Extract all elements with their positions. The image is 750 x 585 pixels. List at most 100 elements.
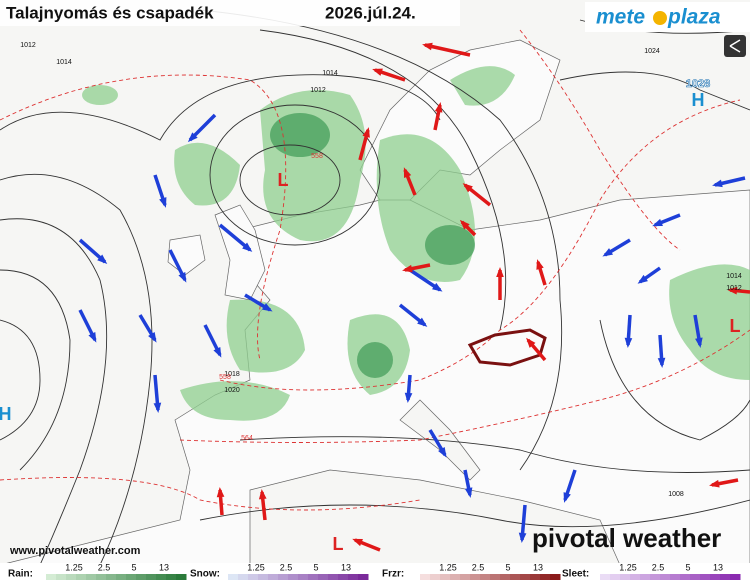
date: 2026.júl.24. bbox=[325, 3, 416, 22]
legend-swatch bbox=[348, 574, 359, 580]
legend-swatch bbox=[46, 574, 57, 580]
legend-tick: 2.5 bbox=[98, 562, 111, 572]
rain-area bbox=[174, 142, 240, 206]
share-icon bbox=[729, 39, 741, 53]
wind-arrow-head bbox=[695, 337, 703, 348]
wind-arrow-head bbox=[352, 538, 363, 547]
wind-arrow-head bbox=[417, 317, 428, 327]
thickness-label: 564 bbox=[241, 435, 253, 442]
legend-label: Snow: bbox=[190, 569, 220, 580]
legend-label: Rain: bbox=[8, 569, 33, 580]
legend-tick: 5 bbox=[685, 562, 690, 572]
isobar-label: 1014 bbox=[322, 70, 338, 77]
low-symbol: L bbox=[278, 170, 289, 190]
legend-swatch bbox=[126, 574, 137, 580]
legend-swatch bbox=[500, 574, 511, 580]
legend-tick: 2.5 bbox=[472, 562, 485, 572]
legend-swatch bbox=[278, 574, 289, 580]
legend-swatch bbox=[76, 574, 87, 580]
legend-swatch bbox=[670, 574, 681, 580]
rain-core bbox=[270, 113, 330, 157]
rain-area bbox=[82, 85, 118, 105]
legend-swatch bbox=[86, 574, 97, 580]
isobar bbox=[239, 436, 750, 473]
legend-swatch bbox=[430, 574, 441, 580]
wind-arrow-head bbox=[88, 332, 97, 343]
legend-swatch bbox=[176, 574, 187, 580]
rain-area bbox=[450, 66, 515, 106]
wind-arrow-shaft bbox=[424, 43, 471, 57]
legend-label: Frzr: bbox=[382, 569, 404, 580]
legend-swatch bbox=[730, 574, 741, 580]
legend-tick: 5 bbox=[131, 562, 136, 572]
wind-arrow-head bbox=[434, 102, 443, 113]
isobar bbox=[209, 104, 381, 246]
legend-swatch bbox=[600, 574, 611, 580]
legend-swatch bbox=[460, 574, 471, 580]
wind-arrow-head bbox=[178, 272, 187, 283]
isobar bbox=[0, 319, 41, 441]
isobar bbox=[239, 144, 341, 216]
isobar-label: 1014 bbox=[56, 59, 72, 66]
legend-swatch bbox=[690, 574, 701, 580]
wind-arrow-head bbox=[459, 219, 470, 230]
legend-swatch bbox=[146, 574, 157, 580]
legend-swatch bbox=[630, 574, 641, 580]
isobar bbox=[199, 9, 563, 471]
legend-swatch bbox=[66, 574, 77, 580]
legend-swatch bbox=[298, 574, 309, 580]
legend-swatch bbox=[318, 574, 329, 580]
britain bbox=[214, 204, 266, 301]
legend-swatch bbox=[440, 574, 451, 580]
thickness-line bbox=[179, 329, 750, 443]
isobar bbox=[559, 71, 750, 111]
legend-swatch bbox=[328, 574, 339, 580]
rain-core bbox=[425, 225, 475, 265]
wind-arrow-head bbox=[372, 68, 383, 76]
legend-tick: 2.5 bbox=[280, 562, 293, 572]
rain-area bbox=[180, 381, 290, 421]
isobar-label: 1012 bbox=[20, 42, 36, 49]
wind-arrow-head bbox=[159, 197, 167, 208]
isobar-label: 1020 bbox=[224, 387, 240, 394]
wind-arrow-head bbox=[464, 487, 473, 498]
legend-swatch bbox=[136, 574, 147, 580]
share-button[interactable] bbox=[724, 35, 746, 57]
wind-arrow-head bbox=[262, 303, 273, 312]
legend: Rain: 1.25 2.5 5 13 Snow: 1.25 2.5 5 13 Frzr: 1.25 2… bbox=[8, 562, 741, 580]
legend-tick: 13 bbox=[713, 562, 723, 572]
wind-arrow-head bbox=[97, 254, 108, 264]
legend-swatch bbox=[308, 574, 319, 580]
isobar bbox=[259, 29, 507, 331]
legend-swatch bbox=[106, 574, 117, 580]
wind-arrow-head bbox=[216, 487, 225, 498]
legend-swatch bbox=[116, 574, 127, 580]
wind-arrow-head bbox=[187, 132, 198, 143]
wind-arrow-head bbox=[213, 347, 222, 358]
legend-swatch bbox=[470, 574, 481, 580]
wind-arrow-head bbox=[462, 183, 473, 193]
wind-arrow-head bbox=[153, 402, 162, 413]
legend-swatch bbox=[358, 574, 369, 580]
wind-arrow-head bbox=[727, 286, 738, 295]
legend-swatch bbox=[268, 574, 279, 580]
low-symbol: L bbox=[730, 316, 741, 336]
wind-arrow-head bbox=[362, 127, 370, 138]
legend-swatch bbox=[338, 574, 349, 580]
legend-swatch bbox=[96, 574, 107, 580]
legend-swatch bbox=[710, 574, 721, 580]
legend-swatch bbox=[238, 574, 249, 580]
legend-swatch bbox=[56, 574, 67, 580]
legend-swatch bbox=[660, 574, 671, 580]
logo-right: plaza bbox=[667, 6, 721, 29]
legend-swatch bbox=[530, 574, 541, 580]
logo-left: mete bbox=[596, 6, 645, 29]
wind-arrow-head bbox=[402, 264, 413, 273]
wind-arrow-head bbox=[432, 282, 443, 292]
legend-swatch bbox=[620, 574, 631, 580]
legend-swatch bbox=[450, 574, 461, 580]
title: Talajnyomás és csapadék bbox=[6, 3, 214, 22]
legend-tick: 5 bbox=[313, 562, 318, 572]
isobar-label: 1024 bbox=[644, 48, 660, 55]
